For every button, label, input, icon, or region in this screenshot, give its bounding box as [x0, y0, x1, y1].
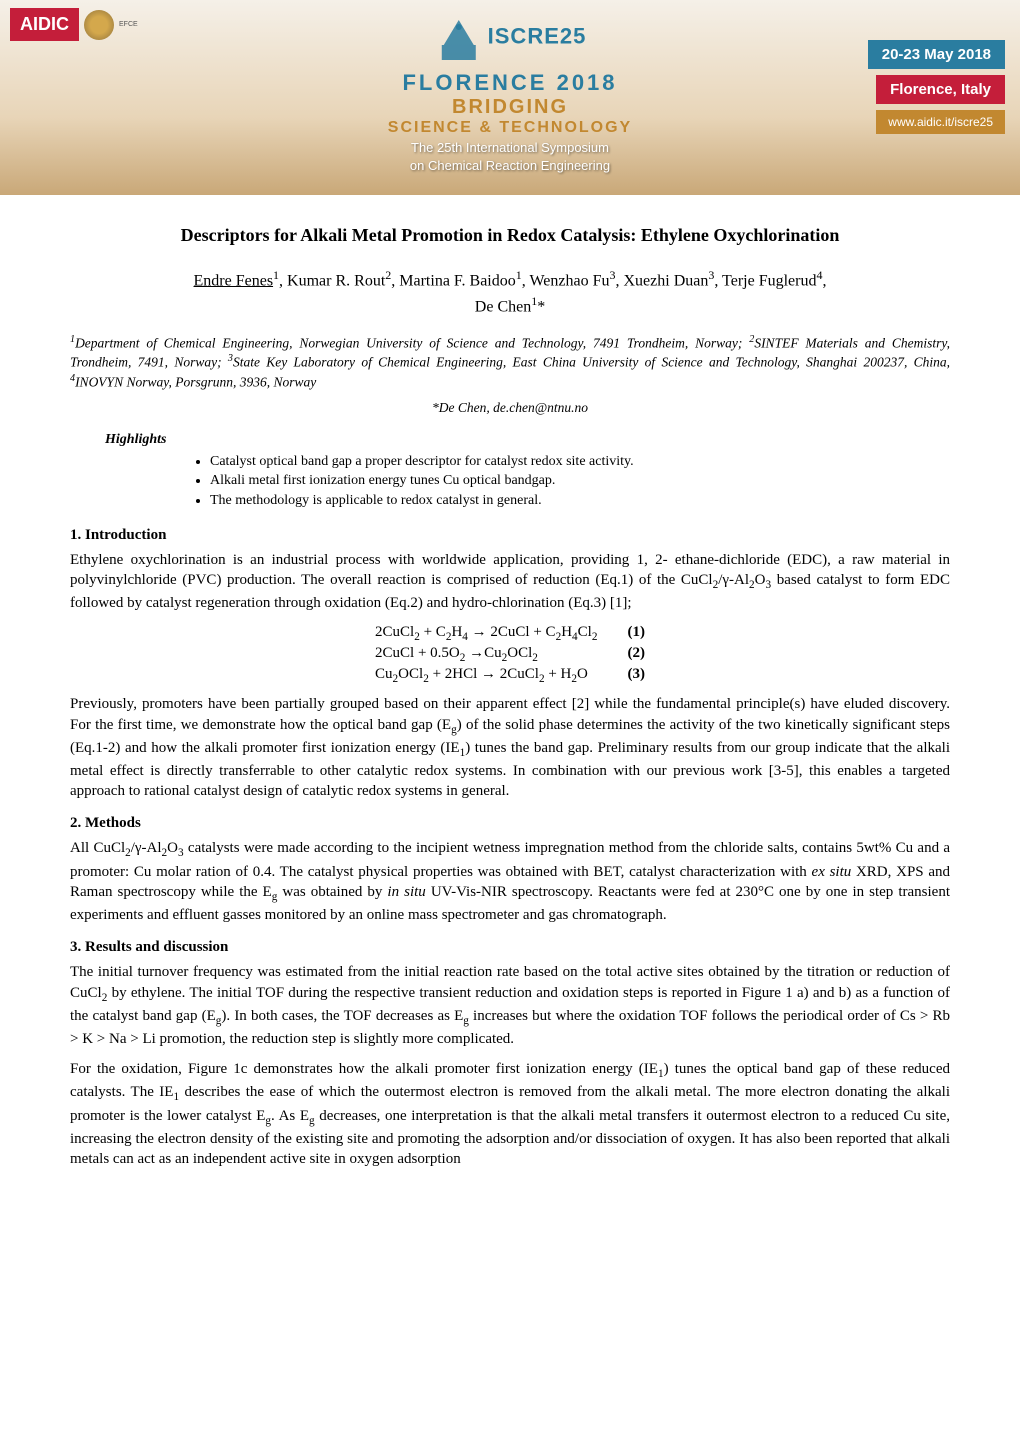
highlight-item: Alkali metal first ionization energy tun… [210, 471, 950, 491]
date-badge: 20-23 May 2018 [868, 40, 1005, 69]
results-paragraph-1: The initial turnover frequency was estim… [70, 962, 950, 1049]
equation-3-num: (3) [627, 665, 645, 686]
highlights-list: Catalyst optical band gap a proper descr… [210, 452, 950, 511]
iscre-badge: ISCRE25 [434, 15, 587, 65]
highlight-item: The methodology is applicable to redox c… [210, 491, 950, 511]
equation-row: 2CuCl2 + C2H4 → 2CuCl + C2H4Cl2 (1) [375, 623, 645, 644]
banner-center: ISCRE25 FLORENCE 2018 BRIDGING SCIENCE &… [388, 15, 632, 173]
intro-paragraph-2: Previously, promoters have been partiall… [70, 694, 950, 801]
banner-right-badges: 20-23 May 2018 Florence, Italy www.aidic… [868, 40, 1005, 134]
authors-line1: Endre Fenes1, Kumar R. Rout2, Martina F.… [70, 268, 950, 290]
intro-heading: 1. Introduction [70, 527, 950, 544]
dome-icon [434, 15, 484, 65]
results-heading: 3. Results and discussion [70, 939, 950, 956]
equation-2-num: (2) [627, 644, 645, 665]
equations-block: 2CuCl2 + C2H4 → 2CuCl + C2H4Cl2 (1) 2CuC… [375, 623, 645, 686]
equation-2: 2CuCl + 0.5O2 →Cu2OCl2 [375, 644, 627, 665]
corresponding-author: *De Chen, de.chen@ntnu.no [70, 400, 950, 416]
banner-left-logos: AIDIC EFCE [10, 8, 138, 41]
results-paragraph-2: For the oxidation, Figure 1c demonstrate… [70, 1059, 950, 1169]
authors-line2: De Chen1* [70, 294, 950, 316]
bridging-text: BRIDGING [388, 96, 632, 119]
florence-year: FLORENCE 2018 [388, 70, 632, 96]
symposium-line2: on Chemical Reaction Engineering [388, 158, 632, 173]
intro-paragraph-1: Ethylene oxychlorination is an industria… [70, 550, 950, 614]
location-badge: Florence, Italy [876, 75, 1005, 104]
highlight-item: Catalyst optical band gap a proper descr… [210, 452, 950, 472]
equation-1-num: (1) [627, 623, 645, 644]
paper-content: Descriptors for Alkali Metal Promotion i… [0, 195, 1020, 1219]
efce-label: EFCE [119, 21, 138, 28]
affiliations: 1Department of Chemical Engineering, Nor… [70, 333, 950, 392]
equation-3: Cu2OCl2 + 2HCl → 2CuCl2 + H2O [375, 665, 627, 686]
methods-paragraph: All CuCl2/γ-Al2O3 catalysts were made ac… [70, 838, 950, 925]
equation-1: 2CuCl2 + C2H4 → 2CuCl + C2H4Cl2 [375, 623, 627, 644]
symposium-line1: The 25th International Symposium [388, 140, 632, 155]
equation-row: 2CuCl + 0.5O2 →Cu2OCl2 (2) [375, 644, 645, 665]
conference-banner: AIDIC EFCE ISCRE25 FLORENCE 2018 BRIDGIN… [0, 0, 1020, 195]
efce-logo-icon [84, 10, 114, 40]
aidic-logo: AIDIC [10, 8, 79, 41]
paper-title: Descriptors for Alkali Metal Promotion i… [70, 225, 950, 246]
methods-heading: 2. Methods [70, 815, 950, 832]
url-badge: www.aidic.it/iscre25 [876, 110, 1005, 134]
science-tech-text: SCIENCE & TECHNOLOGY [388, 119, 632, 137]
highlights-label: Highlights [105, 432, 950, 448]
iscre-title: ISCRE25 [488, 24, 587, 49]
equation-row: Cu2OCl2 + 2HCl → 2CuCl2 + H2O (3) [375, 665, 645, 686]
